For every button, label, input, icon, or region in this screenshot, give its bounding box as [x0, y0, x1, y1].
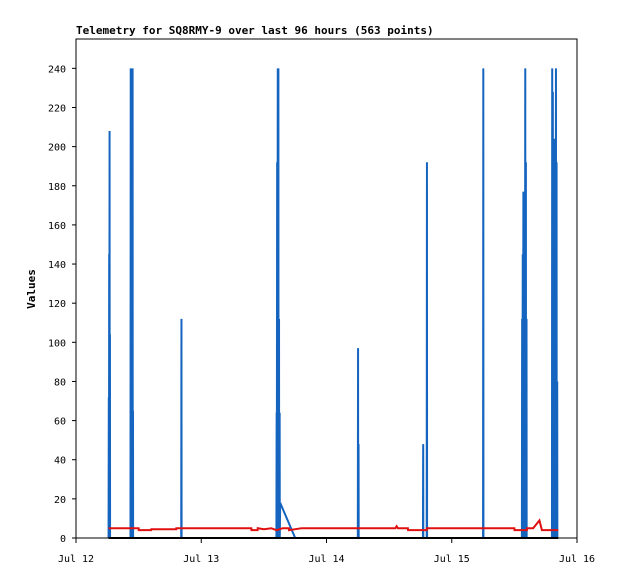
x-tick-label: Jul 14	[308, 554, 344, 565]
y-tick-label: 80	[54, 377, 66, 388]
y-axis-label: Values	[25, 269, 38, 309]
y-tick-label: 220	[48, 103, 66, 114]
plot-area-frame	[75, 38, 578, 539]
x-tick-label: Jul 16	[559, 554, 595, 565]
y-tick-label: 120	[48, 299, 66, 310]
y-tick-label: 20	[54, 495, 66, 506]
y-tick-label: 60	[54, 417, 66, 428]
x-tick-label: Jul 15	[434, 554, 470, 565]
y-tick-label: 160	[48, 221, 66, 232]
y-tick-label: 240	[48, 64, 66, 75]
x-tick-label: Jul 13	[183, 554, 219, 565]
y-tick-label: 180	[48, 182, 66, 193]
x-tick-label: Jul 12	[58, 554, 94, 565]
y-tick-label: 100	[48, 338, 66, 349]
series-line-red	[108, 518, 559, 532]
series-layer	[107, 68, 559, 539]
y-axis: 0 20 40 60 80 100 120 140 160 180 200 220 240	[48, 64, 76, 545]
x-axis: Jul 12 Jul 13 Jul 14 Jul 15 Jul 16	[58, 538, 595, 565]
y-tick-label: 0	[60, 534, 66, 545]
chart-title: Telemetry for SQ8RMY-9 over last 96 hour…	[76, 24, 434, 37]
y-tick-label: 140	[48, 260, 66, 271]
series-line-blue	[107, 68, 559, 539]
y-tick-label: 200	[48, 143, 66, 154]
y-tick-label: 40	[54, 456, 66, 467]
